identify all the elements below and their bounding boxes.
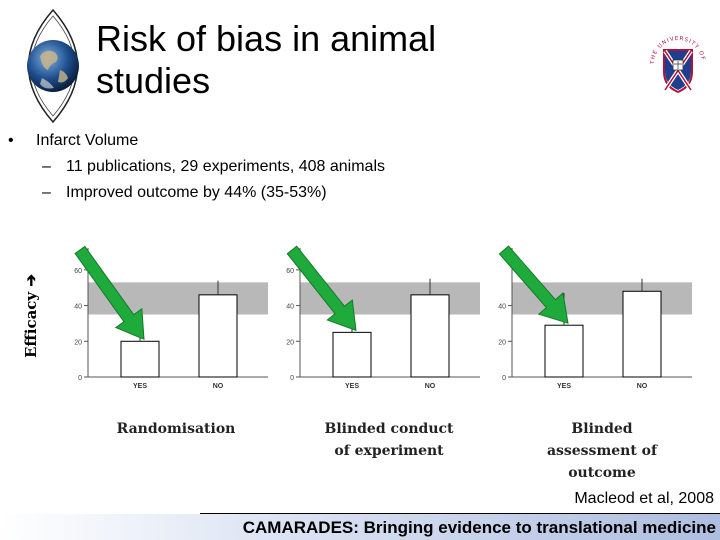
bullet-text: Infarct Volume [36, 132, 139, 149]
bar-yes [544, 324, 584, 378]
y-tick-label: 0 [78, 375, 82, 382]
arrow-shape [286, 245, 357, 332]
dash-icon: – [42, 158, 51, 175]
y-tick-label: 40 [286, 304, 294, 311]
citation: Macleod et al, 2008 [574, 490, 714, 507]
y-tick-label: 20 [498, 339, 506, 346]
bias-bar-charts: 0 20 40 60 YES NO 0 20 40 60 YES NO 0 20 40 YES NO [74, 245, 692, 390]
footer-bar: CAMARADES: Bringing evidence to translat… [0, 514, 720, 540]
green-arrow-icon [498, 245, 569, 324]
bullet-list: • Infarct Volume – 11 publications, 29 e… [8, 128, 608, 206]
footer-divider [200, 513, 720, 514]
bar-no [622, 290, 662, 378]
y-tick-label: 0 [290, 375, 294, 382]
y-tick-label: 60 [74, 268, 82, 275]
green-arrow-icon [74, 245, 145, 341]
y-tick-label: 40 [74, 304, 82, 311]
sub-bullet-text: 11 publications, 29 experiments, 408 ani… [66, 158, 385, 175]
y-tick-label: 40 [498, 304, 506, 311]
sub-bullet-text: Improved outcome by 44% (35-53%) [66, 184, 327, 201]
arrow-shape [498, 245, 569, 324]
footer-text: CAMARADES: Bringing evidence to translat… [242, 518, 716, 537]
x-tick-label: YES [557, 383, 571, 390]
bar-no [198, 294, 238, 378]
slide-title: Risk of bias in animal studies [96, 18, 437, 101]
x-tick-label: YES [345, 383, 359, 390]
y-tick-label: 60 [286, 268, 294, 275]
dash-icon: – [42, 184, 51, 201]
x-tick-label: NO [637, 383, 648, 390]
x-tick-label: NO [425, 383, 436, 390]
y-tick-label: 20 [74, 339, 82, 346]
efficacy-axis-label: Efficacy ➔ [22, 274, 40, 358]
x-tick-label: YES [133, 383, 147, 390]
chart-label-blinded-assessment: Blinded assessment of outcome [546, 421, 658, 481]
green-arrow-icon [286, 245, 357, 332]
university-crest-logo: THE UNIVERSITY OF EDINBURGH [644, 20, 705, 94]
y-tick-label: 0 [502, 375, 506, 382]
bullet-item: • Infarct Volume [8, 128, 608, 154]
bullet-dot-icon: • [8, 132, 14, 149]
bar-no [410, 294, 450, 378]
chart-label-blinded-conduct: Blinded conduct of experiment [324, 421, 454, 459]
camarades-globe-logo [27, 8, 79, 124]
bar-yes [120, 340, 160, 378]
arrow-shape [74, 245, 145, 341]
y-tick-label: 20 [286, 339, 294, 346]
bar-yes [332, 331, 372, 378]
chart-label-randomisation: Randomisation [116, 421, 236, 437]
x-tick-label: NO [213, 383, 224, 390]
sub-bullet-item: – 11 publications, 29 experiments, 408 a… [8, 154, 608, 180]
sub-bullet-item: – Improved outcome by 44% (35-53%) [8, 180, 608, 206]
